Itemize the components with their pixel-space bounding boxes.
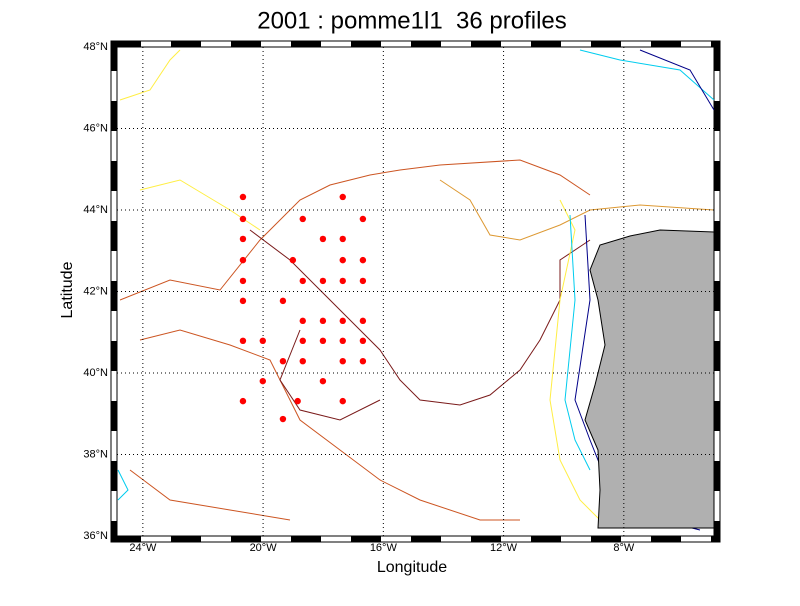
- y-tick-label: 40°N: [83, 367, 108, 379]
- profile-point: [239, 193, 247, 201]
- chart-title: 2001 : pomme1l1 36 profiles: [257, 7, 567, 34]
- x-tick-label: 16°W: [370, 542, 398, 554]
- profile-point: [339, 357, 346, 365]
- profile-point: [359, 256, 367, 264]
- profile-point: [359, 215, 367, 223]
- profile-point: [359, 337, 367, 345]
- profile-point: [319, 377, 327, 385]
- profile-point: [339, 193, 346, 201]
- x-tick-label: 8°W: [613, 542, 635, 554]
- profile-point: [239, 397, 247, 405]
- profile-point: [239, 297, 247, 305]
- profile-point: [299, 317, 306, 325]
- profile-point: [294, 397, 301, 405]
- profile-point: [299, 215, 306, 223]
- profile-point: [239, 337, 247, 345]
- profile-point: [359, 277, 367, 285]
- frame-checker: [111, 41, 720, 542]
- x-tick-label: 12°W: [490, 542, 518, 554]
- y-tick-label: 38°N: [83, 448, 108, 460]
- profile-point: [279, 357, 287, 365]
- profile-point: [259, 337, 266, 345]
- x-tick-label: 20°W: [250, 542, 278, 554]
- contours: [117, 49, 715, 531]
- profile-point: [339, 235, 346, 243]
- profile-point: [339, 317, 346, 325]
- land: [584, 229, 715, 529]
- x-axis-label: Longitude: [377, 559, 447, 576]
- y-tick-label: 42°N: [83, 285, 108, 297]
- profile-point: [279, 297, 287, 305]
- profile-point: [259, 377, 266, 385]
- y-tick-label: 36°N: [83, 530, 108, 542]
- profile-point: [359, 357, 367, 365]
- profile-point: [289, 256, 297, 264]
- profile-point: [339, 256, 346, 264]
- profile-point: [339, 397, 346, 405]
- profile-point: [319, 277, 327, 285]
- profile-point: [359, 317, 367, 325]
- profile-point: [239, 277, 247, 285]
- y-tick-label: 44°N: [83, 204, 108, 216]
- x-tick-label: 24°W: [129, 542, 157, 554]
- profile-point: [319, 235, 327, 243]
- profile-point: [279, 415, 287, 423]
- profile-point: [299, 357, 306, 365]
- profile-point: [299, 337, 306, 345]
- profile-point: [239, 235, 247, 243]
- profile-point: [339, 277, 346, 285]
- y-tick-label: 46°N: [83, 122, 108, 134]
- profile-point: [319, 337, 327, 345]
- profile-point: [239, 256, 247, 264]
- profile-point: [239, 215, 247, 223]
- y-axis-label: Latitude: [59, 261, 76, 318]
- profile-point: [319, 317, 327, 325]
- profile-point: [339, 337, 346, 345]
- profile-point: [299, 277, 306, 285]
- y-tick-label: 48°N: [83, 41, 108, 53]
